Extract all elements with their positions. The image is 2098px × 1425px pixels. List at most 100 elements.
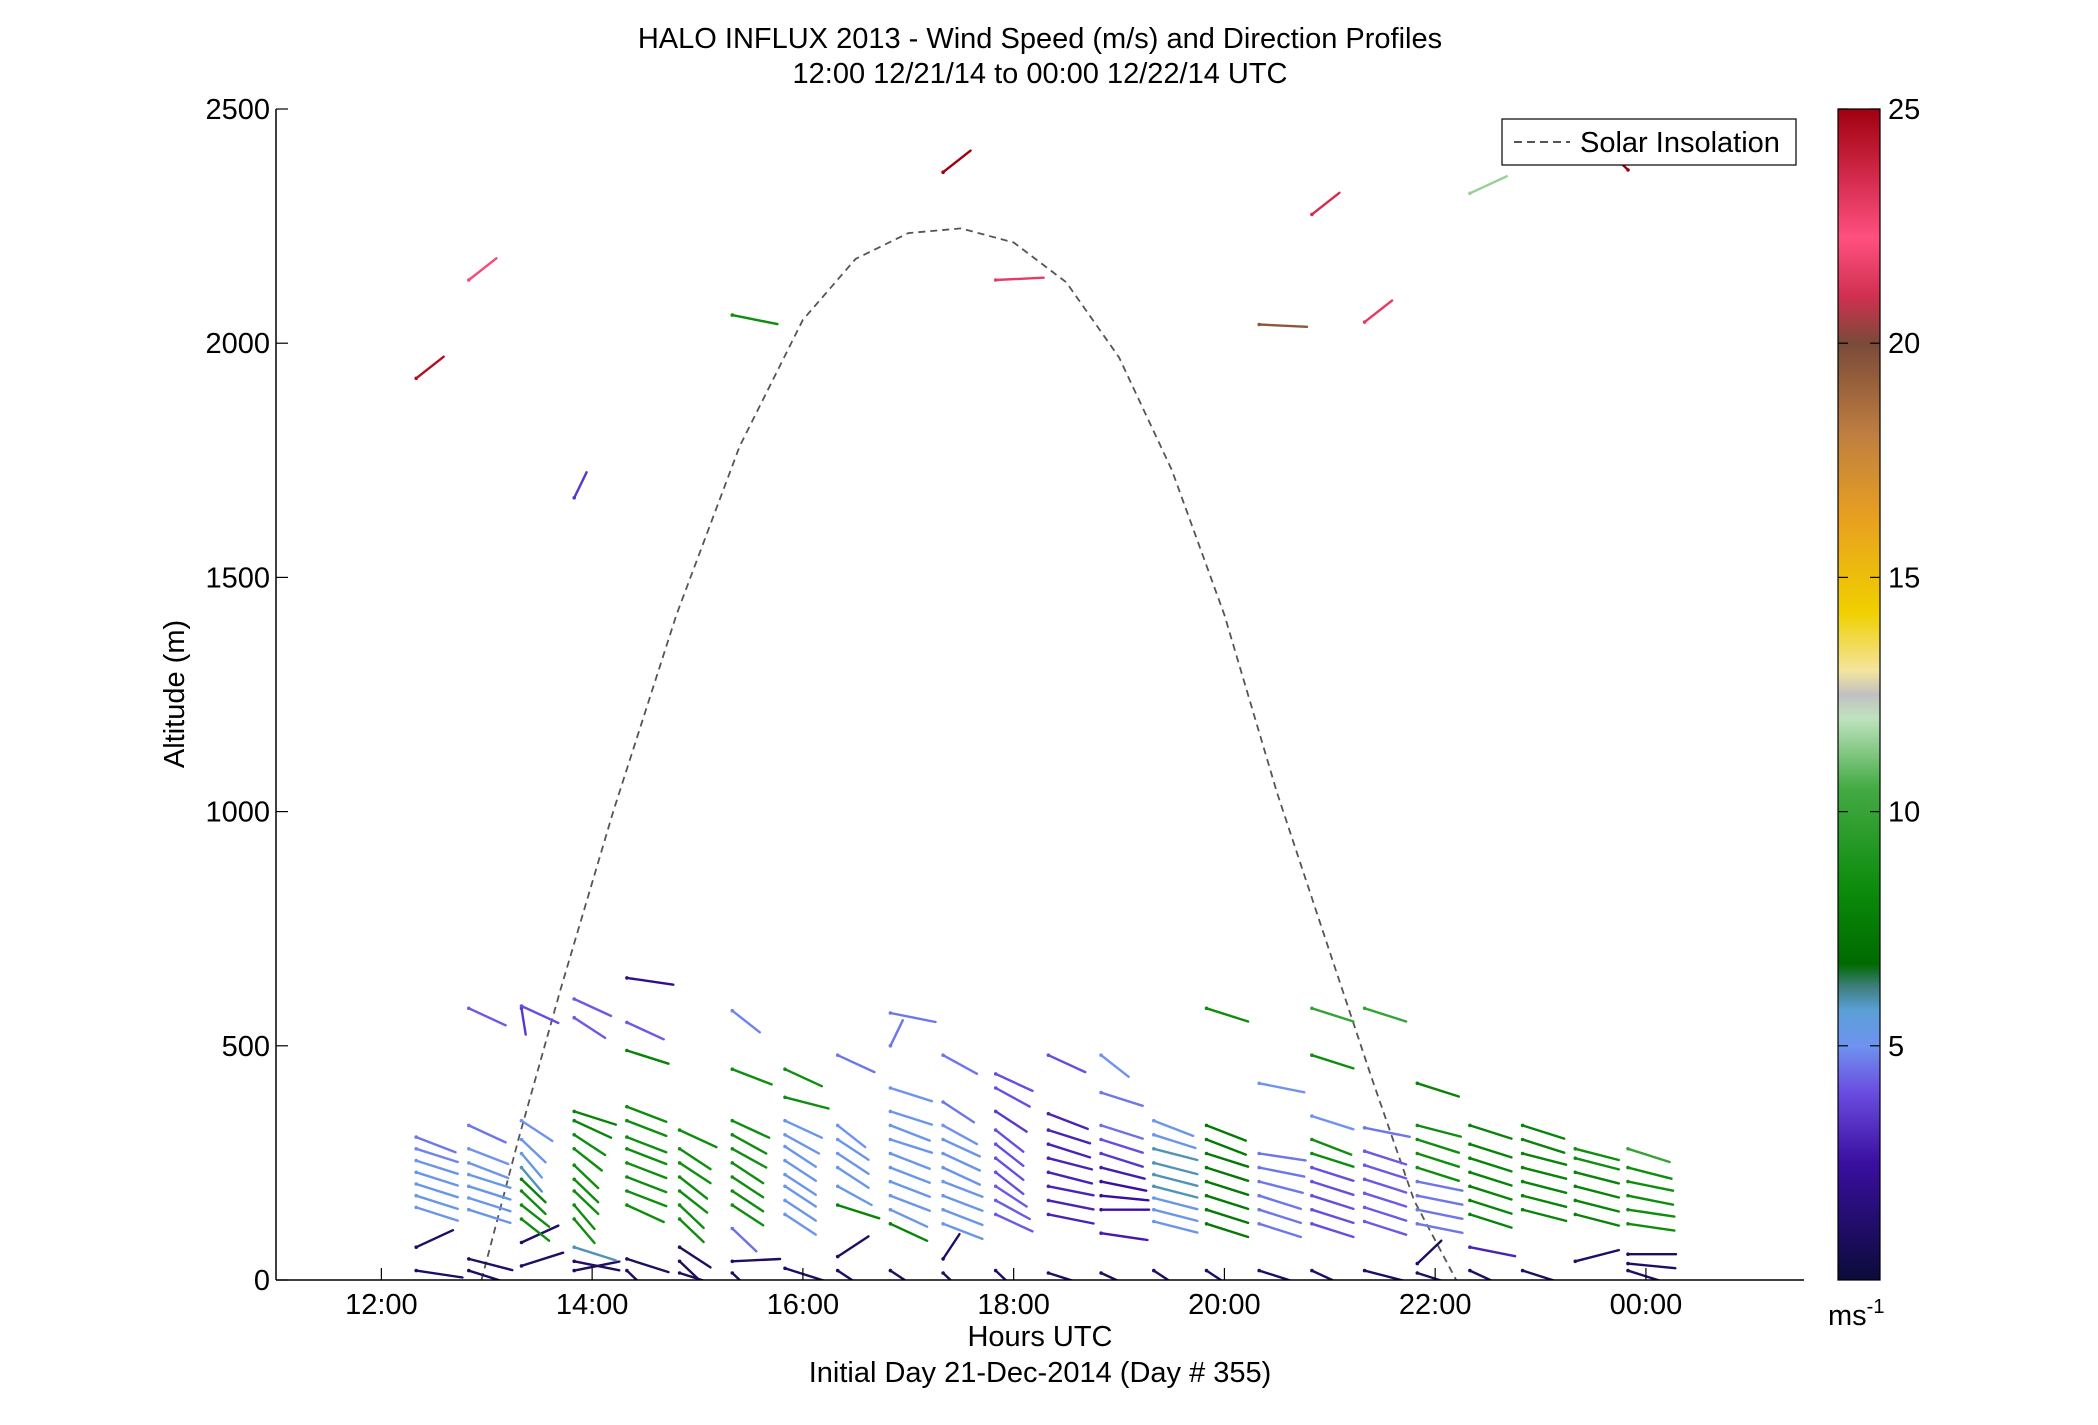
wind-vector-origin bbox=[941, 1165, 945, 1170]
wind-vector bbox=[625, 1269, 639, 1280]
wind-vector-origin bbox=[730, 1147, 735, 1151]
colorbar-tick-label: 20 bbox=[1888, 328, 1920, 360]
x-tick-label: 22:00 bbox=[1399, 1289, 1472, 1321]
wind-vector bbox=[1310, 1222, 1355, 1239]
wind-vector-origin bbox=[835, 1123, 840, 1128]
wind-vector-origin bbox=[1362, 320, 1367, 324]
wind-vector bbox=[415, 355, 445, 380]
wind-vector bbox=[1574, 1213, 1621, 1227]
wind-vector-origin bbox=[625, 1189, 629, 1193]
wind-vector bbox=[889, 1011, 937, 1024]
wind-vector bbox=[1310, 191, 1341, 216]
wind-vector bbox=[1047, 1199, 1095, 1211]
wind-vector-origin bbox=[519, 1004, 524, 1008]
wind-vector bbox=[731, 1119, 771, 1139]
wind-vector-origin bbox=[1415, 1261, 1420, 1266]
wind-vector-origin bbox=[625, 1268, 629, 1273]
wind-vector bbox=[941, 1194, 984, 1213]
wind-vector-origin bbox=[1310, 1193, 1314, 1198]
wind-vector bbox=[1363, 1178, 1408, 1194]
wind-vector bbox=[1047, 1213, 1095, 1225]
wind-vector bbox=[1205, 1269, 1223, 1280]
wind-vector-origin bbox=[1415, 1271, 1420, 1275]
wind-vector-origin bbox=[1310, 1165, 1314, 1170]
wind-vector-origin bbox=[414, 1245, 419, 1249]
wind-vector bbox=[1152, 1196, 1199, 1211]
wind-vector-origin bbox=[414, 1182, 419, 1186]
wind-vector bbox=[415, 1159, 459, 1176]
wind-vector bbox=[520, 1138, 547, 1164]
wind-vector bbox=[941, 1053, 979, 1076]
wind-vector-origin bbox=[1099, 1151, 1103, 1156]
wind-vector bbox=[1310, 1194, 1355, 1211]
wind-vector bbox=[1626, 1262, 1677, 1270]
wind-vector-origin bbox=[1099, 1271, 1103, 1275]
wind-vector-origin bbox=[572, 1245, 576, 1249]
wind-vector bbox=[889, 1222, 929, 1243]
wind-vector-origin bbox=[783, 1184, 787, 1189]
wind-vector bbox=[941, 1166, 981, 1186]
wind-vector bbox=[1626, 1269, 1662, 1280]
legend-label: Solar Insolation bbox=[1580, 127, 1780, 159]
wind-vector bbox=[467, 257, 498, 282]
chart-title: HALO INFLUX 2013 - Wind Speed (m/s) and … bbox=[638, 23, 1442, 55]
wind-vector bbox=[836, 1203, 881, 1220]
wind-vector bbox=[731, 1175, 765, 1199]
wind-vector-origin bbox=[625, 1203, 629, 1207]
wind-vector-origin bbox=[730, 1161, 735, 1165]
wind-vector bbox=[573, 1119, 613, 1139]
wind-vector bbox=[1047, 1142, 1092, 1159]
x-axis-label: Hours UTC bbox=[967, 1321, 1112, 1353]
wind-vector-origin bbox=[572, 1109, 576, 1114]
wind-vector bbox=[1205, 1138, 1248, 1156]
wind-vector-origin bbox=[783, 1095, 787, 1100]
wind-vector bbox=[678, 1189, 709, 1214]
wind-vector bbox=[889, 1124, 931, 1142]
wind-vector bbox=[467, 1147, 510, 1166]
wind-vector bbox=[520, 1189, 547, 1216]
wind-vector-origin bbox=[783, 1212, 787, 1217]
wind-vector bbox=[731, 1009, 761, 1034]
wind-vector bbox=[1047, 1053, 1087, 1074]
wind-vector bbox=[994, 1110, 1028, 1133]
wind-vector-origin bbox=[888, 1193, 893, 1198]
colorbar-tick-label: 25 bbox=[1888, 94, 1920, 126]
wind-vector bbox=[889, 1269, 907, 1280]
wind-vector bbox=[573, 1260, 621, 1272]
wind-vector-origin bbox=[1468, 1170, 1472, 1175]
wind-vector-origin bbox=[835, 1254, 840, 1259]
wind-vector-origin bbox=[993, 1109, 998, 1114]
x-tick-label: 12:00 bbox=[345, 1289, 418, 1321]
wind-vector bbox=[783, 1213, 817, 1236]
wind-vector-origin bbox=[1362, 1268, 1367, 1273]
wind-vector-origin bbox=[625, 1020, 629, 1025]
solar-insolation-line bbox=[480, 227, 1457, 1280]
wind-vector-origin bbox=[1415, 1207, 1420, 1212]
chart-subtitle: 12:00 12/21/14 to 00:00 12/22/14 UTC bbox=[793, 58, 1288, 90]
wind-vector bbox=[520, 1004, 560, 1025]
wind-vector-origin bbox=[1204, 1222, 1209, 1226]
wind-vector-origin bbox=[730, 1203, 735, 1207]
wind-vector bbox=[1416, 1138, 1461, 1154]
wind-vector-origin bbox=[783, 1144, 787, 1149]
wind-vector-origin bbox=[1573, 1184, 1578, 1189]
wind-vector-origin bbox=[835, 1203, 840, 1207]
wind-vector bbox=[1521, 1138, 1566, 1154]
wind-vector bbox=[1047, 1156, 1094, 1171]
wind-vector bbox=[573, 1217, 596, 1245]
wind-vector-origin bbox=[730, 1067, 735, 1071]
wind-vector-origin bbox=[1257, 1268, 1261, 1273]
wind-vector-origin bbox=[1520, 1137, 1525, 1142]
wind-vector-origin bbox=[1520, 1193, 1525, 1198]
wind-vector bbox=[678, 1245, 712, 1269]
wind-vector bbox=[467, 1269, 503, 1280]
wind-vector-origin bbox=[1310, 1207, 1314, 1212]
wind-vector bbox=[1574, 1199, 1621, 1213]
wind-vector-origin bbox=[941, 1193, 945, 1198]
wind-vector bbox=[678, 1161, 712, 1185]
wind-vector-origin bbox=[1204, 1268, 1209, 1273]
wind-vector bbox=[520, 1217, 551, 1242]
wind-vector-origin bbox=[1204, 1137, 1209, 1142]
wind-vector-origin bbox=[572, 1163, 576, 1167]
